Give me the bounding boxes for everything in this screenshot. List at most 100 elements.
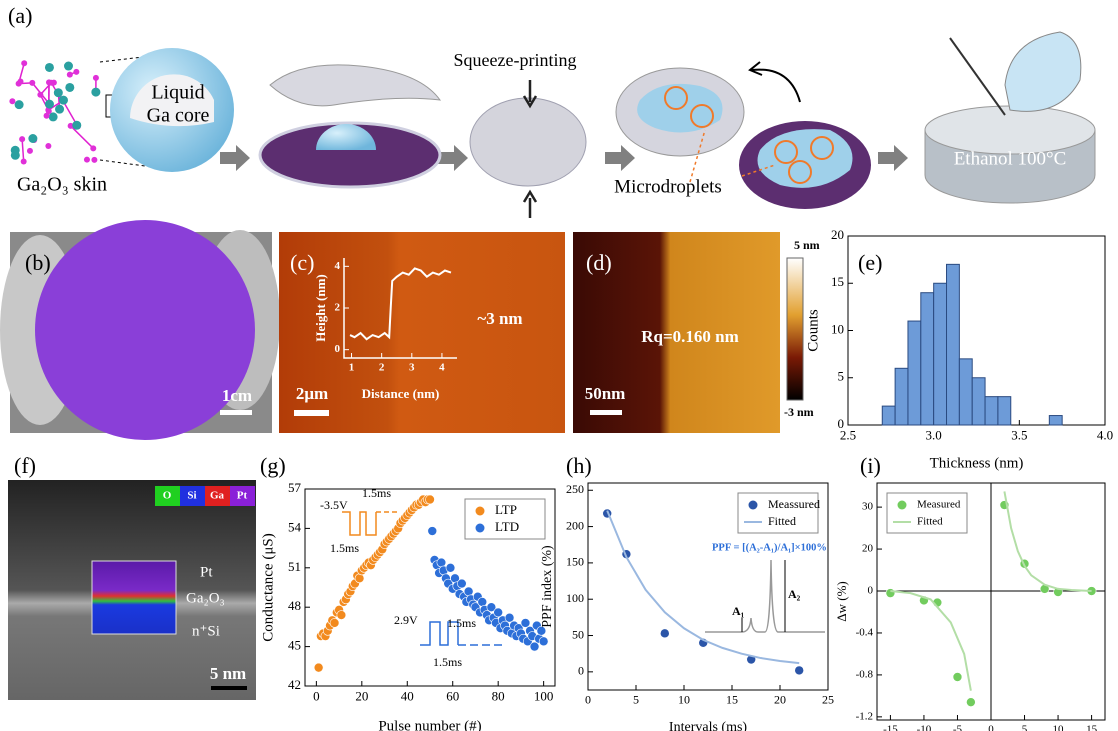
point — [313, 662, 324, 673]
point — [794, 665, 805, 676]
shape — [788, 160, 812, 184]
x-tick-label: 5 — [1022, 723, 1028, 731]
x-tick-label: 20 — [774, 693, 786, 707]
atom — [91, 87, 101, 97]
point — [457, 578, 467, 589]
molecular-network — [9, 60, 101, 165]
legend-label: Fitted — [917, 516, 943, 528]
bar — [946, 263, 960, 426]
x-tick-label: 0 — [585, 693, 591, 707]
legend-box — [464, 498, 546, 540]
y-axis-label: Δw (%) — [834, 581, 849, 622]
shape — [220, 145, 250, 171]
chart: 2.5 3.0 3.5 4.0 0 5 10 15 20 Thickness (nm) Counts — [805, 227, 1113, 471]
atom — [67, 122, 74, 129]
x-tick-label: 2 — [379, 361, 385, 373]
x-tick-label: 3 — [409, 361, 415, 373]
axes — [343, 258, 457, 359]
point — [445, 562, 456, 573]
afm-image — [573, 232, 780, 433]
bar — [933, 282, 948, 426]
y-tick-label: 15 — [831, 274, 844, 289]
x-axis-label: Thickness (nm) — [930, 455, 1024, 471]
ppf-scheme — [741, 560, 786, 632]
x-tick-label: 60 — [446, 689, 459, 704]
point — [486, 602, 497, 613]
step-height: ~3 nm — [477, 309, 522, 328]
atom — [90, 145, 97, 152]
legend-swatch — [897, 500, 907, 510]
x-tick-label: 40 — [401, 689, 414, 704]
shape — [810, 136, 834, 160]
point — [536, 626, 547, 636]
point — [477, 597, 488, 607]
bar — [1048, 415, 1063, 426]
legend-label: Fitted — [768, 514, 796, 528]
y-tick-label: 20 — [831, 227, 844, 242]
panel-label: (g) — [260, 453, 286, 478]
point — [354, 573, 365, 584]
atom — [19, 136, 26, 143]
bar — [997, 396, 1012, 426]
legend-label: LTD — [495, 519, 519, 534]
point — [520, 618, 531, 628]
atom — [17, 78, 24, 85]
legend-box — [886, 492, 968, 534]
shape — [664, 86, 688, 110]
droplet — [316, 124, 376, 150]
atom — [29, 79, 36, 86]
atom — [44, 99, 54, 109]
annotation: 1.5ms — [330, 541, 359, 555]
x-axis-label: Pulse number (#) — [378, 718, 481, 731]
point — [425, 494, 435, 505]
point — [329, 618, 340, 628]
bond — [70, 125, 94, 149]
y-tick-label: 5 — [838, 369, 845, 384]
atom — [28, 133, 38, 143]
y-tick-label: 250 — [566, 482, 584, 496]
point — [538, 636, 549, 647]
y-tick-label: 45 — [288, 638, 301, 653]
scale-bar-label: 1cm — [222, 386, 252, 405]
annotation: 1.5ms — [433, 655, 462, 669]
atom — [73, 68, 80, 75]
atom — [91, 156, 98, 163]
scale-bar-label: 50nm — [585, 384, 626, 403]
bar — [907, 320, 922, 426]
legend-swatch — [748, 500, 758, 510]
plot-frame — [587, 482, 829, 691]
squeezed-disk — [469, 97, 587, 187]
atom — [72, 120, 82, 130]
y-tick-label: 20 — [862, 543, 874, 555]
shape — [605, 145, 635, 171]
core-label: Ga core — [147, 105, 210, 127]
annotation: 2.9V — [394, 613, 418, 627]
roughness: Rq=0.160 nm — [641, 327, 739, 346]
x-tick-label: -5 — [953, 723, 963, 731]
panel-label: (c) — [290, 250, 314, 275]
atom — [55, 104, 65, 114]
point — [529, 641, 540, 652]
annotation: 1.5ms — [447, 616, 476, 630]
scale-bar — [294, 410, 329, 416]
y-tick-label: 0 — [838, 416, 845, 431]
pulse-scheme — [342, 511, 377, 536]
point — [659, 628, 670, 639]
y-tick-label: 200 — [566, 518, 584, 532]
y-tick-label: 54 — [288, 519, 302, 534]
x-tick-label: 15 — [726, 693, 738, 707]
point — [885, 588, 896, 598]
y-tick-label: 2 — [335, 302, 341, 314]
channel: O — [163, 490, 172, 502]
point — [966, 697, 976, 707]
top-plate — [269, 64, 442, 107]
y-tick-label: 100 — [566, 591, 584, 605]
y-tick-label: -0.8 — [856, 668, 874, 680]
press-arrows — [522, 80, 538, 218]
legend-label: Meassured — [768, 497, 820, 511]
x-tick-label: 15 — [1086, 723, 1098, 731]
tweezer — [949, 37, 1006, 116]
colorbar-min: -3 nm — [784, 405, 814, 419]
x-tick-label: 10 — [678, 693, 690, 707]
